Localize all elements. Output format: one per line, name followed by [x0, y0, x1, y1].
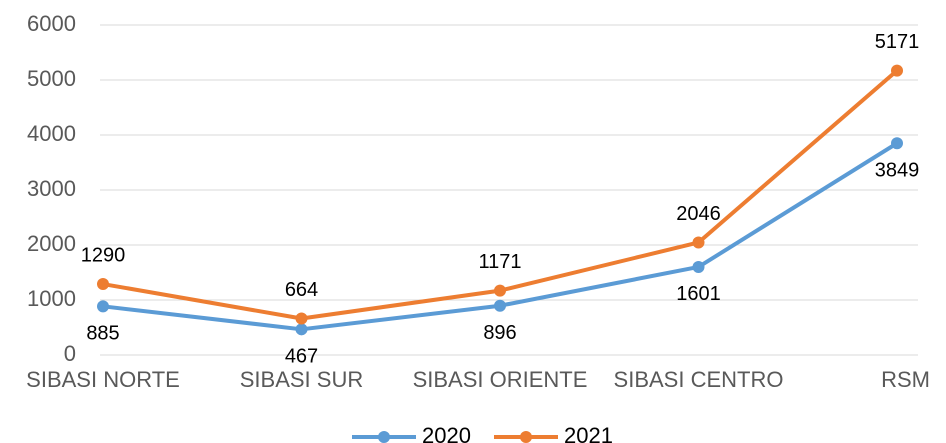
point — [891, 64, 903, 77]
y-tick-label: 6000 — [27, 11, 76, 36]
data-label: 2046 — [676, 203, 721, 225]
x-tick-label: SIBASI CENTRO — [614, 367, 784, 392]
point — [692, 236, 705, 249]
data-label: 1290 — [81, 244, 126, 266]
y-tick-label: 2000 — [27, 231, 76, 256]
data-label: 1601 — [676, 283, 721, 305]
y-tick-label: 3000 — [27, 176, 76, 201]
legend-label: 2021 — [564, 423, 613, 443]
data-label: 467 — [285, 346, 318, 368]
x-tick-label: SIBASI ORIENTE — [413, 367, 588, 392]
y-tick-label: 1000 — [27, 286, 76, 311]
y-tick-label: 0 — [64, 341, 76, 366]
legend-label: 2020 — [422, 423, 471, 443]
data-label: 896 — [483, 322, 516, 344]
y-tick-label: 5000 — [27, 66, 76, 91]
legend-item: 2020 — [352, 423, 471, 443]
point — [494, 299, 506, 312]
point — [295, 312, 308, 325]
legend-marker — [378, 431, 390, 443]
point — [97, 300, 109, 313]
x-tick-label: SIBASI NORTE — [26, 367, 180, 392]
legend-marker — [520, 431, 532, 443]
point — [692, 260, 705, 273]
data-label: 3849 — [875, 160, 920, 182]
point — [295, 323, 308, 336]
point — [494, 284, 506, 297]
x-tick-label: SIBASI SUR — [240, 367, 363, 392]
y-tick-label: 4000 — [27, 121, 76, 146]
series-line — [102, 69, 899, 321]
data-label: 885 — [86, 323, 119, 345]
point — [97, 278, 109, 291]
legend-item: 2021 — [494, 423, 613, 443]
data-label: 1171 — [478, 251, 521, 273]
point — [891, 137, 903, 150]
data-label: 664 — [285, 279, 318, 301]
data-label: 5171 — [875, 31, 920, 53]
x-tick-label: RSM — [881, 367, 930, 392]
